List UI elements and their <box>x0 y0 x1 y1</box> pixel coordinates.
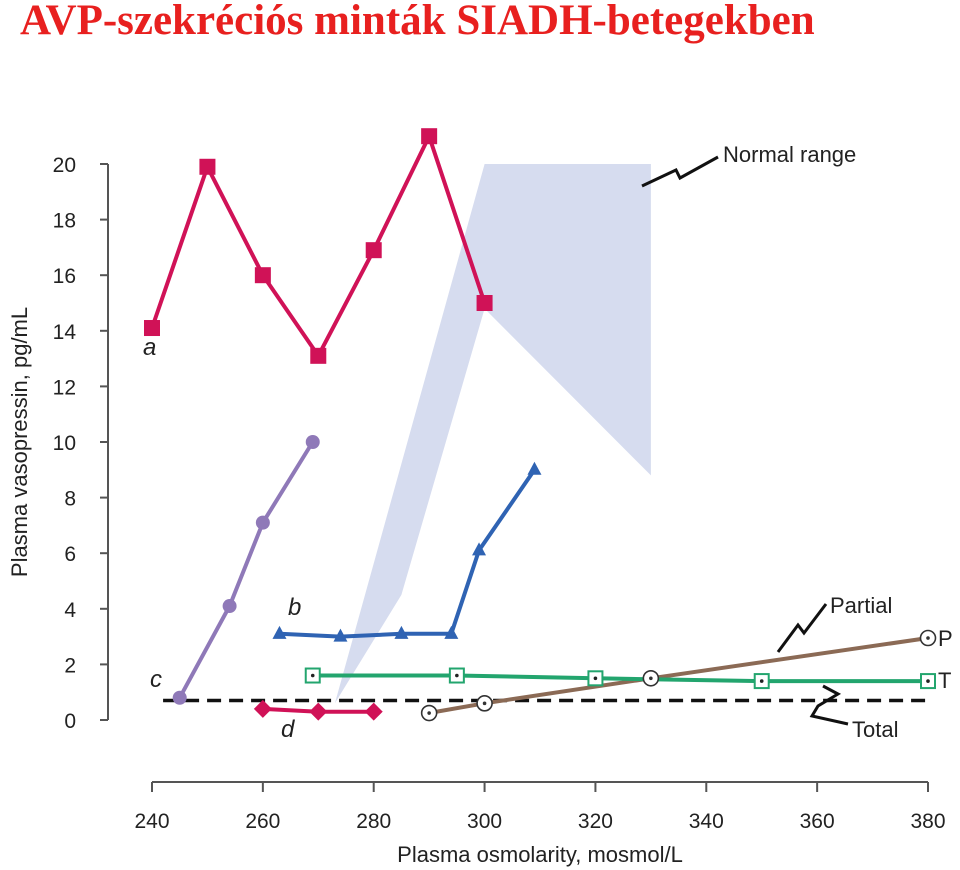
point-P-1 <box>476 695 493 712</box>
x-tick-label-320: 320 <box>578 810 613 833</box>
series-line-T <box>312 673 928 684</box>
point-T-3 <box>753 673 770 690</box>
point-c-1 <box>222 599 237 614</box>
point-dot <box>926 636 930 640</box>
normal-range-band <box>334 164 651 704</box>
point-dot <box>926 679 930 683</box>
x-tick-label-380: 380 <box>910 810 945 833</box>
point-T-2 <box>587 670 604 687</box>
partial-pointer <box>776 603 828 653</box>
annotations <box>641 155 849 726</box>
normal-range-pointer <box>641 155 719 188</box>
point-dot <box>482 701 487 706</box>
slide-title: AVP-szekréciós minták SIADH-betegekben <box>20 0 815 44</box>
point-dot <box>427 711 431 715</box>
series-label-a: a <box>143 334 156 361</box>
point-T-1 <box>448 667 465 684</box>
y-tick-label-18: 18 <box>53 210 76 233</box>
point-dot <box>649 676 653 681</box>
point-c-2 <box>255 515 270 530</box>
total-label: Total <box>852 717 898 742</box>
series-label-b: b <box>288 594 301 621</box>
point-d-2 <box>364 702 383 721</box>
point-a-4 <box>365 242 382 259</box>
y-tick-label-14: 14 <box>53 321 77 344</box>
point-T-4 <box>920 673 936 690</box>
normal-range-area <box>334 164 651 704</box>
point-a-6 <box>476 295 493 311</box>
p-end-label: P <box>938 626 953 651</box>
y-tick-label-0: 0 <box>64 710 76 733</box>
point-d-1 <box>309 702 328 721</box>
point-b-0 <box>272 625 287 639</box>
point-b-4 <box>472 542 487 556</box>
point-dot <box>759 679 764 683</box>
total-pointer <box>809 684 849 726</box>
x-tick-label-260: 260 <box>245 810 280 833</box>
normal-range-label: Normal range <box>723 142 856 167</box>
point-P-3 <box>919 629 937 647</box>
y-tick-label-8: 8 <box>64 488 76 511</box>
y-tick-label-12: 12 <box>53 376 76 399</box>
point-a-1 <box>199 158 216 175</box>
point-c-3 <box>305 435 320 449</box>
series-line-P <box>428 636 929 715</box>
point-b-5 <box>527 461 542 475</box>
point-P-0 <box>420 704 438 722</box>
y-tick-label-20: 20 <box>53 154 76 177</box>
series-label-c: c <box>150 666 162 693</box>
point-a-2 <box>254 267 271 284</box>
point-dot <box>593 676 598 681</box>
partial-label: Partial <box>830 593 892 618</box>
point-P-2 <box>642 669 660 687</box>
y-tick-label-2: 2 <box>64 654 76 677</box>
x-tick-label-360: 360 <box>800 810 835 833</box>
point-c-0 <box>172 690 187 705</box>
y-axis-title: Plasma vasopressin, pg/mL <box>7 307 32 577</box>
x-tick-label-240: 240 <box>134 810 169 833</box>
y-tick-label-6: 6 <box>64 543 76 566</box>
point-a-5 <box>421 128 438 145</box>
point-a-3 <box>310 347 327 364</box>
series-markers <box>144 128 937 722</box>
point-d-0 <box>253 699 272 718</box>
point-b-1 <box>333 628 348 642</box>
series-label-d: d <box>281 716 295 743</box>
series-line-c <box>177 440 315 699</box>
point-dot <box>310 673 315 678</box>
series-line-b <box>279 468 537 639</box>
y-tick-label-10: 10 <box>53 432 76 455</box>
x-tick-label-300: 300 <box>467 810 502 833</box>
tick-marks: 0 2 4 6 8 10 12 14 16 18 20 240 260 280 300 320 340 360 38… <box>53 154 946 833</box>
point-dot <box>455 673 459 678</box>
x-tick-label-280: 280 <box>356 810 391 833</box>
x-axis-title: Plasma osmolarity, mosmol/L <box>397 842 683 867</box>
point-b-3 <box>444 625 459 639</box>
t-end-label: T <box>938 668 951 693</box>
x-tick-label-340: 340 <box>689 810 724 833</box>
point-b-2 <box>394 625 409 639</box>
point-a-0 <box>144 320 160 337</box>
y-tick-label-4: 4 <box>64 599 76 622</box>
point-T-0 <box>304 667 321 684</box>
y-tick-label-16: 16 <box>53 265 76 288</box>
